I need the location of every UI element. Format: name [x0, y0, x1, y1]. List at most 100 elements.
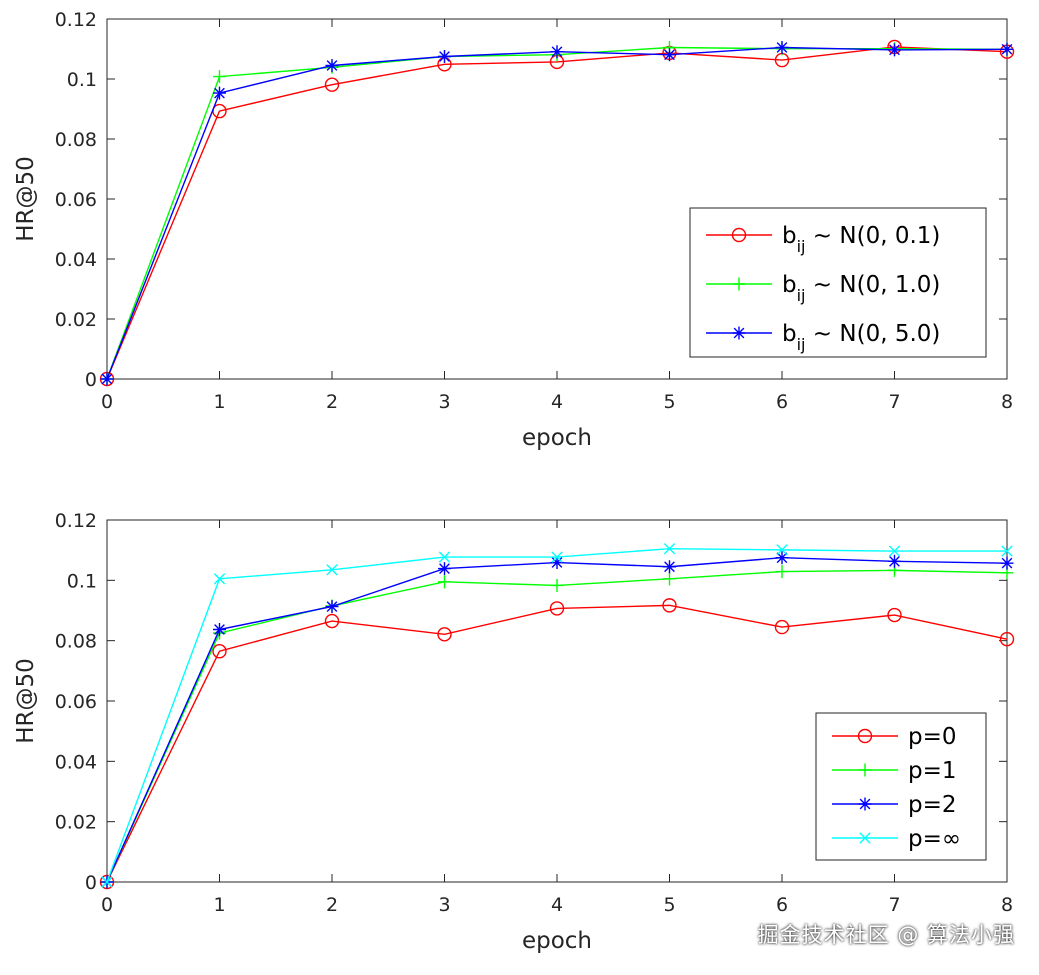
x-tick-label: 6: [776, 391, 788, 413]
data-point: [774, 619, 790, 635]
x-tick-label: 2: [326, 894, 338, 916]
x-axis-label: epoch: [522, 425, 592, 451]
series-1: [99, 598, 1015, 890]
y-tick-label: 0.06: [55, 189, 97, 211]
x-tick-label: 4: [551, 391, 563, 413]
legend-marker: [858, 797, 872, 811]
x-tick-label: 7: [888, 391, 900, 413]
series-4: [101, 542, 1013, 888]
x-tick-label: 4: [551, 894, 563, 916]
data-point: [775, 551, 789, 565]
data-point: [888, 43, 901, 57]
data-point: [325, 600, 339, 614]
data-point: [551, 551, 563, 563]
y-tick-label: 0: [85, 369, 97, 391]
data-point: [663, 572, 676, 586]
chart-1: 0 1 2 3 4 5 6 7 8 0 0.02 0.04 0.06 0.08 0.1 0.12 epoch HR…: [13, 9, 1015, 451]
x-tick-label: 3: [438, 391, 450, 413]
data-point: [324, 77, 340, 92]
legend-label: bij ~ N(0, 0.1): [782, 223, 940, 256]
y-axis-label: HR@50: [13, 658, 39, 744]
legend-label: p=∞: [908, 826, 961, 852]
data-point: [663, 542, 676, 555]
x-tick-label: 0: [101, 391, 113, 413]
legend-marker: [858, 763, 872, 777]
data-point: [776, 544, 788, 556]
x-tick-label: 1: [213, 391, 225, 413]
data-point: [1000, 42, 1014, 56]
data-point: [887, 607, 902, 623]
data-point: [663, 48, 676, 62]
chart-2: 0 1 2 3 4 5 6 7 8 0 0.02 0.04 0.06 0.08 0.1 0.12 epoch HR…: [13, 510, 1015, 954]
x-tick-label: 5: [663, 391, 675, 413]
y-tick-label: 0.06: [55, 691, 97, 713]
x-tick-label: 6: [776, 894, 788, 916]
legend-marker: [731, 227, 747, 243]
data-point: [438, 562, 451, 576]
data-point: [775, 41, 789, 54]
data-point: [212, 644, 227, 659]
legend-marker: [732, 277, 746, 291]
legend-marker: [857, 728, 873, 744]
data-point: [550, 578, 564, 592]
data-point: [775, 565, 789, 579]
y-tick-label: 0.08: [55, 129, 97, 151]
y-tick-label: 0.12: [55, 9, 97, 31]
data-point: [1000, 556, 1014, 570]
data-point: [438, 50, 451, 63]
series-line: [106, 46, 1008, 380]
data-point: [549, 601, 565, 616]
data-point: [888, 554, 901, 568]
series-3: [100, 41, 1014, 386]
data-point: [888, 545, 901, 557]
legend: bij ~ N(0, 0.1) bij ~ N(0, 1.0) bij ~ N(0,…: [689, 207, 987, 358]
x-tick-label: 2: [326, 391, 338, 413]
legend-label: bij ~ N(0, 1.0): [782, 272, 940, 305]
y-tick-label: 0.04: [55, 249, 97, 271]
series-line: [106, 604, 1008, 883]
data-point: [100, 372, 114, 386]
data-point: [213, 623, 226, 637]
watermark: 掘金技术社区 @ 算法小强: [757, 923, 1015, 947]
x-tick-label: 7: [888, 894, 900, 916]
data-point: [663, 560, 676, 574]
x-tick-label: 3: [438, 894, 450, 916]
data-point: [101, 876, 113, 888]
y-tick-label: 0.08: [55, 631, 97, 653]
y-tick-label: 0.02: [55, 812, 97, 834]
x-tick-label: 5: [663, 894, 675, 916]
data-point: [324, 613, 340, 629]
data-point: [213, 573, 226, 585]
legend-label: bij ~ N(0, 5.0): [782, 321, 940, 354]
legend-marker: [732, 326, 746, 340]
y-tick-label: 0.04: [55, 751, 97, 773]
y-tick-label: 0.1: [67, 69, 97, 91]
legend-label: p=2: [908, 792, 957, 818]
legend-label: p=1: [908, 758, 957, 784]
data-point: [1001, 545, 1013, 557]
data-point: [438, 575, 451, 589]
x-tick-label: 1: [213, 894, 225, 916]
legend-marker: [859, 832, 871, 844]
legend-box: [815, 712, 987, 861]
y-tick-label: 0.02: [55, 309, 97, 331]
data-point: [550, 45, 564, 59]
x-tick-label: 8: [1001, 391, 1013, 413]
data-point: [213, 86, 226, 100]
data-point: [437, 627, 452, 642]
data-point: [213, 70, 226, 84]
data-point: [438, 551, 451, 563]
y-tick-label: 0.12: [55, 510, 97, 532]
data-point: [325, 59, 339, 72]
data-point: [999, 631, 1015, 647]
legend-label: p=0: [908, 724, 957, 750]
data-point: [550, 556, 564, 570]
y-tick-label: 0.1: [67, 570, 97, 592]
y-axis-label: HR@50: [13, 156, 39, 242]
data-point: [326, 564, 338, 576]
x-axis-label: epoch: [522, 928, 592, 954]
y-tick-label: 0: [85, 872, 97, 894]
x-tick-label: 8: [1001, 894, 1013, 916]
legend: p=0 p=1 p=2 p=∞: [815, 712, 987, 861]
